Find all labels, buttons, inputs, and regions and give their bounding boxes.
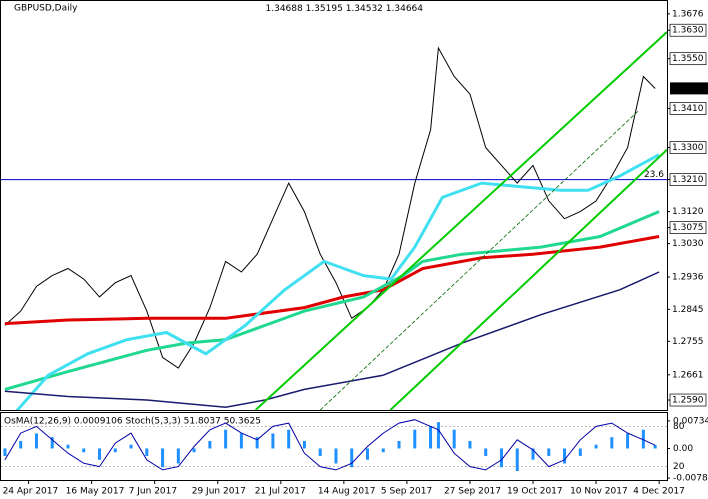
osma-bar <box>594 444 598 449</box>
osma-bar <box>255 437 259 449</box>
y-tick-label: 1.2755 <box>672 337 704 347</box>
y-tick-label: 1.3630 <box>672 26 704 36</box>
osma-bar <box>515 448 519 471</box>
y-tick-label: 1.2936 <box>672 273 704 283</box>
osma-bar <box>365 448 369 460</box>
osma-bar <box>287 429 291 449</box>
price-line <box>4 271 660 408</box>
level-box <box>669 393 707 407</box>
osma-bar <box>98 448 102 460</box>
osma-bar <box>499 448 503 468</box>
level-box <box>669 52 707 66</box>
osma-bar <box>113 448 117 453</box>
y-tick-label: 1.3120 <box>672 207 704 217</box>
x-tick-label: 21 Jul 2017 <box>255 487 306 497</box>
osma-bar <box>468 440 472 449</box>
osma-bar <box>484 448 488 456</box>
y-tick-label: 1.3030 <box>672 239 704 249</box>
x-tick-label: 29 Jun 2017 <box>192 487 246 497</box>
price-line <box>4 210 660 391</box>
osma-bar <box>318 448 322 456</box>
osma-bar <box>350 448 354 468</box>
osma-bar <box>176 448 180 464</box>
indicator-title: OsMA(12,26,9) 0.0009106 Stoch(5,3,3) 51.… <box>4 417 261 427</box>
y-tick-label: 1.2590 <box>672 396 704 406</box>
osma-bar <box>563 448 567 464</box>
x-tick-label: 19 Oct 2017 <box>507 487 563 497</box>
osma-bar <box>208 440 212 449</box>
price-line <box>389 148 667 410</box>
y-tick-label: 1.3075 <box>672 223 704 233</box>
stoch-line <box>4 419 656 471</box>
osma-bar <box>429 425 433 449</box>
main-pane <box>0 0 668 411</box>
price-line <box>4 46 656 369</box>
osma-bar <box>145 448 149 456</box>
y3-tick-label: 20 <box>673 462 685 472</box>
y-tick-label: 1.3550 <box>672 54 704 64</box>
osma-bar <box>452 429 456 449</box>
osma-bar <box>192 448 196 453</box>
osma-bar <box>381 448 385 453</box>
osma-bar <box>161 448 165 468</box>
x-tick-label: 7 Jun 2017 <box>129 487 177 497</box>
osma-bar <box>653 445 657 449</box>
y-tick-label: 1.3410 <box>672 104 704 114</box>
y3-tick-label: 80 <box>673 422 685 432</box>
y2-tick-label: -0.00789 <box>673 474 708 484</box>
osma-bar <box>224 429 228 449</box>
osma-bar <box>578 448 582 456</box>
chart-title: GBPUSD,Daily <box>14 4 78 14</box>
y-tick-label: 1.3300 <box>672 143 704 153</box>
osma-bar <box>302 440 306 449</box>
x-tick-label: 10 Nov 2017 <box>570 487 628 497</box>
y-tick-label: 1.2661 <box>672 370 704 380</box>
osma-bar <box>626 433 630 449</box>
x-tick-label: 14 Aug 2017 <box>318 487 376 497</box>
x-tick-label: 5 Sep 2017 <box>381 487 432 497</box>
osma-bar <box>19 440 23 449</box>
y2-tick-label: 0.007347 <box>673 416 708 426</box>
osma-bar <box>547 448 551 456</box>
osma-bar <box>610 437 614 449</box>
price-line <box>15 153 660 410</box>
x-tick-label: 24 Apr 2017 <box>3 487 59 497</box>
y-tick-label: 1.3210 <box>672 175 704 185</box>
osma-bar <box>66 444 70 449</box>
osma-bar <box>34 433 38 449</box>
osma-bar <box>129 444 133 449</box>
level-box <box>669 221 707 234</box>
y-tick-label: 1.3676 <box>672 9 704 19</box>
price-line <box>4 235 660 326</box>
level-box <box>669 173 707 186</box>
level-box <box>669 141 707 154</box>
osma-bar <box>531 448 535 460</box>
y2-tick-label: 0.00 <box>673 444 693 454</box>
ohlc: 1.34688 1.35195 1.34532 1.34664 <box>266 4 424 14</box>
osma-bar <box>239 433 243 449</box>
osma-bar <box>3 448 7 456</box>
osma-bar <box>271 433 275 449</box>
x-tick-label: 4 Dec 2017 <box>633 487 685 497</box>
level-box <box>669 102 707 115</box>
level-box <box>669 23 707 37</box>
osma-bar <box>641 429 645 449</box>
price-line <box>254 31 667 410</box>
osma-bar <box>334 448 338 464</box>
price-line <box>319 109 640 410</box>
osma-bar <box>436 422 440 449</box>
y-tick-label: 1.2845 <box>672 305 704 315</box>
osma-bar <box>397 440 401 449</box>
x-tick-label: 16 May 2017 <box>66 487 125 497</box>
osma-bar <box>82 448 86 453</box>
osma-bar <box>413 429 417 449</box>
last-price-label: 1.34664 <box>672 84 708 94</box>
x-tick-label: 27 Sep 2017 <box>444 487 501 497</box>
level-label: 23.6 <box>644 170 664 180</box>
osma-bar <box>50 437 54 449</box>
last-price-box <box>670 82 708 95</box>
